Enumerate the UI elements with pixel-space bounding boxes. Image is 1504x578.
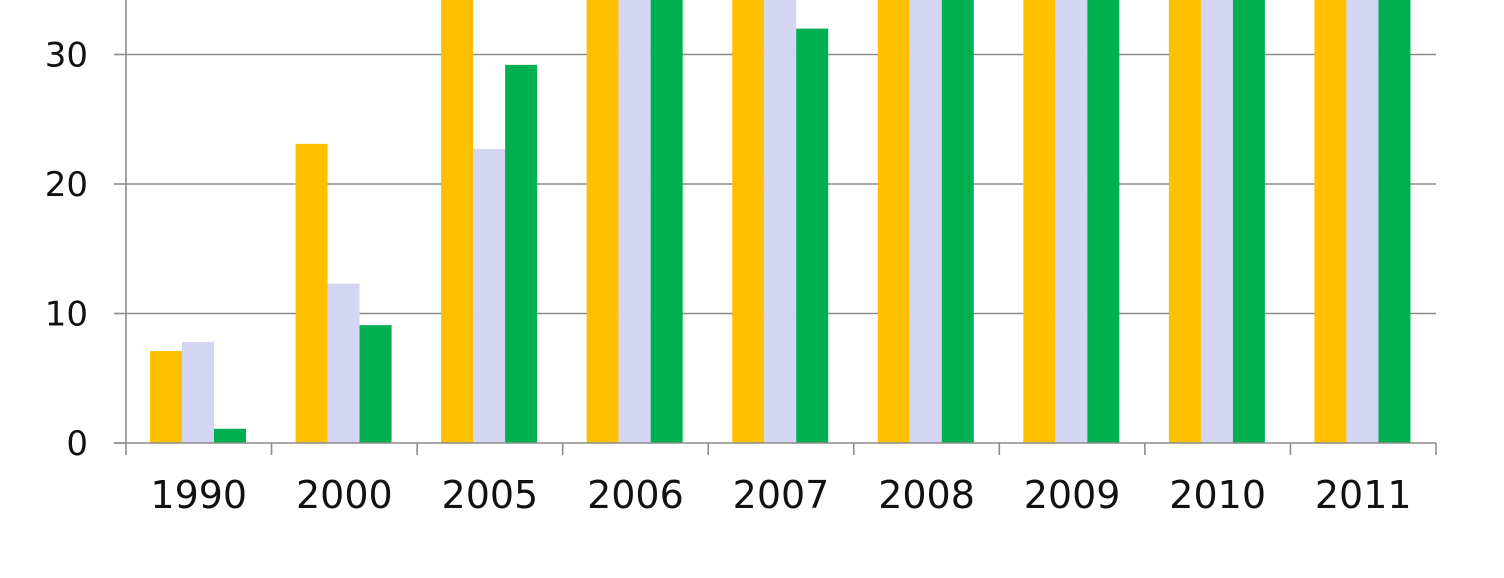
x-tick-label: 2009 [1024,473,1121,517]
bar [877,0,910,443]
bars [150,0,1411,444]
bar [295,143,328,444]
x-tick-label: 2000 [296,473,393,517]
y-tick-label: 20 [45,165,88,205]
bar [650,0,683,443]
x-tick-label: 2010 [1169,473,1266,517]
bar [327,283,360,443]
bar [764,0,797,443]
x-tick-label: 2008 [878,473,975,517]
bar [1087,0,1120,443]
bar [1346,0,1379,443]
y-axis-labels: 0 10 20 30 [45,36,88,465]
bar [1232,0,1265,443]
bar [473,149,506,443]
x-tick-label: 1990 [150,473,247,517]
y-tick-label: 0 [66,424,88,464]
x-axis-labels: 1990 2000 2005 2006 2007 2008 2009 2010 2011 [150,473,1411,517]
x-tick-label: 2007 [733,473,830,517]
x-tick-label: 2011 [1315,473,1412,517]
bar [359,325,392,443]
bar [732,0,765,443]
bar [1314,0,1347,443]
bar [214,428,246,443]
bar [909,0,942,443]
bar [505,64,538,444]
bar [150,351,182,443]
bar [586,0,619,443]
y-tick-label: 10 [45,295,88,335]
x-tick-label: 2005 [442,473,539,517]
y-tick-label: 30 [45,36,88,76]
bar [1023,0,1056,443]
bar [441,0,474,443]
bar [1200,0,1233,443]
x-tick-label: 2006 [587,473,684,517]
bar [618,0,651,443]
bar [1168,0,1201,443]
axes [114,0,1437,455]
bar [796,28,829,443]
bar [1055,0,1088,443]
bar [182,341,214,443]
bar [941,0,974,443]
bar [1378,0,1411,443]
